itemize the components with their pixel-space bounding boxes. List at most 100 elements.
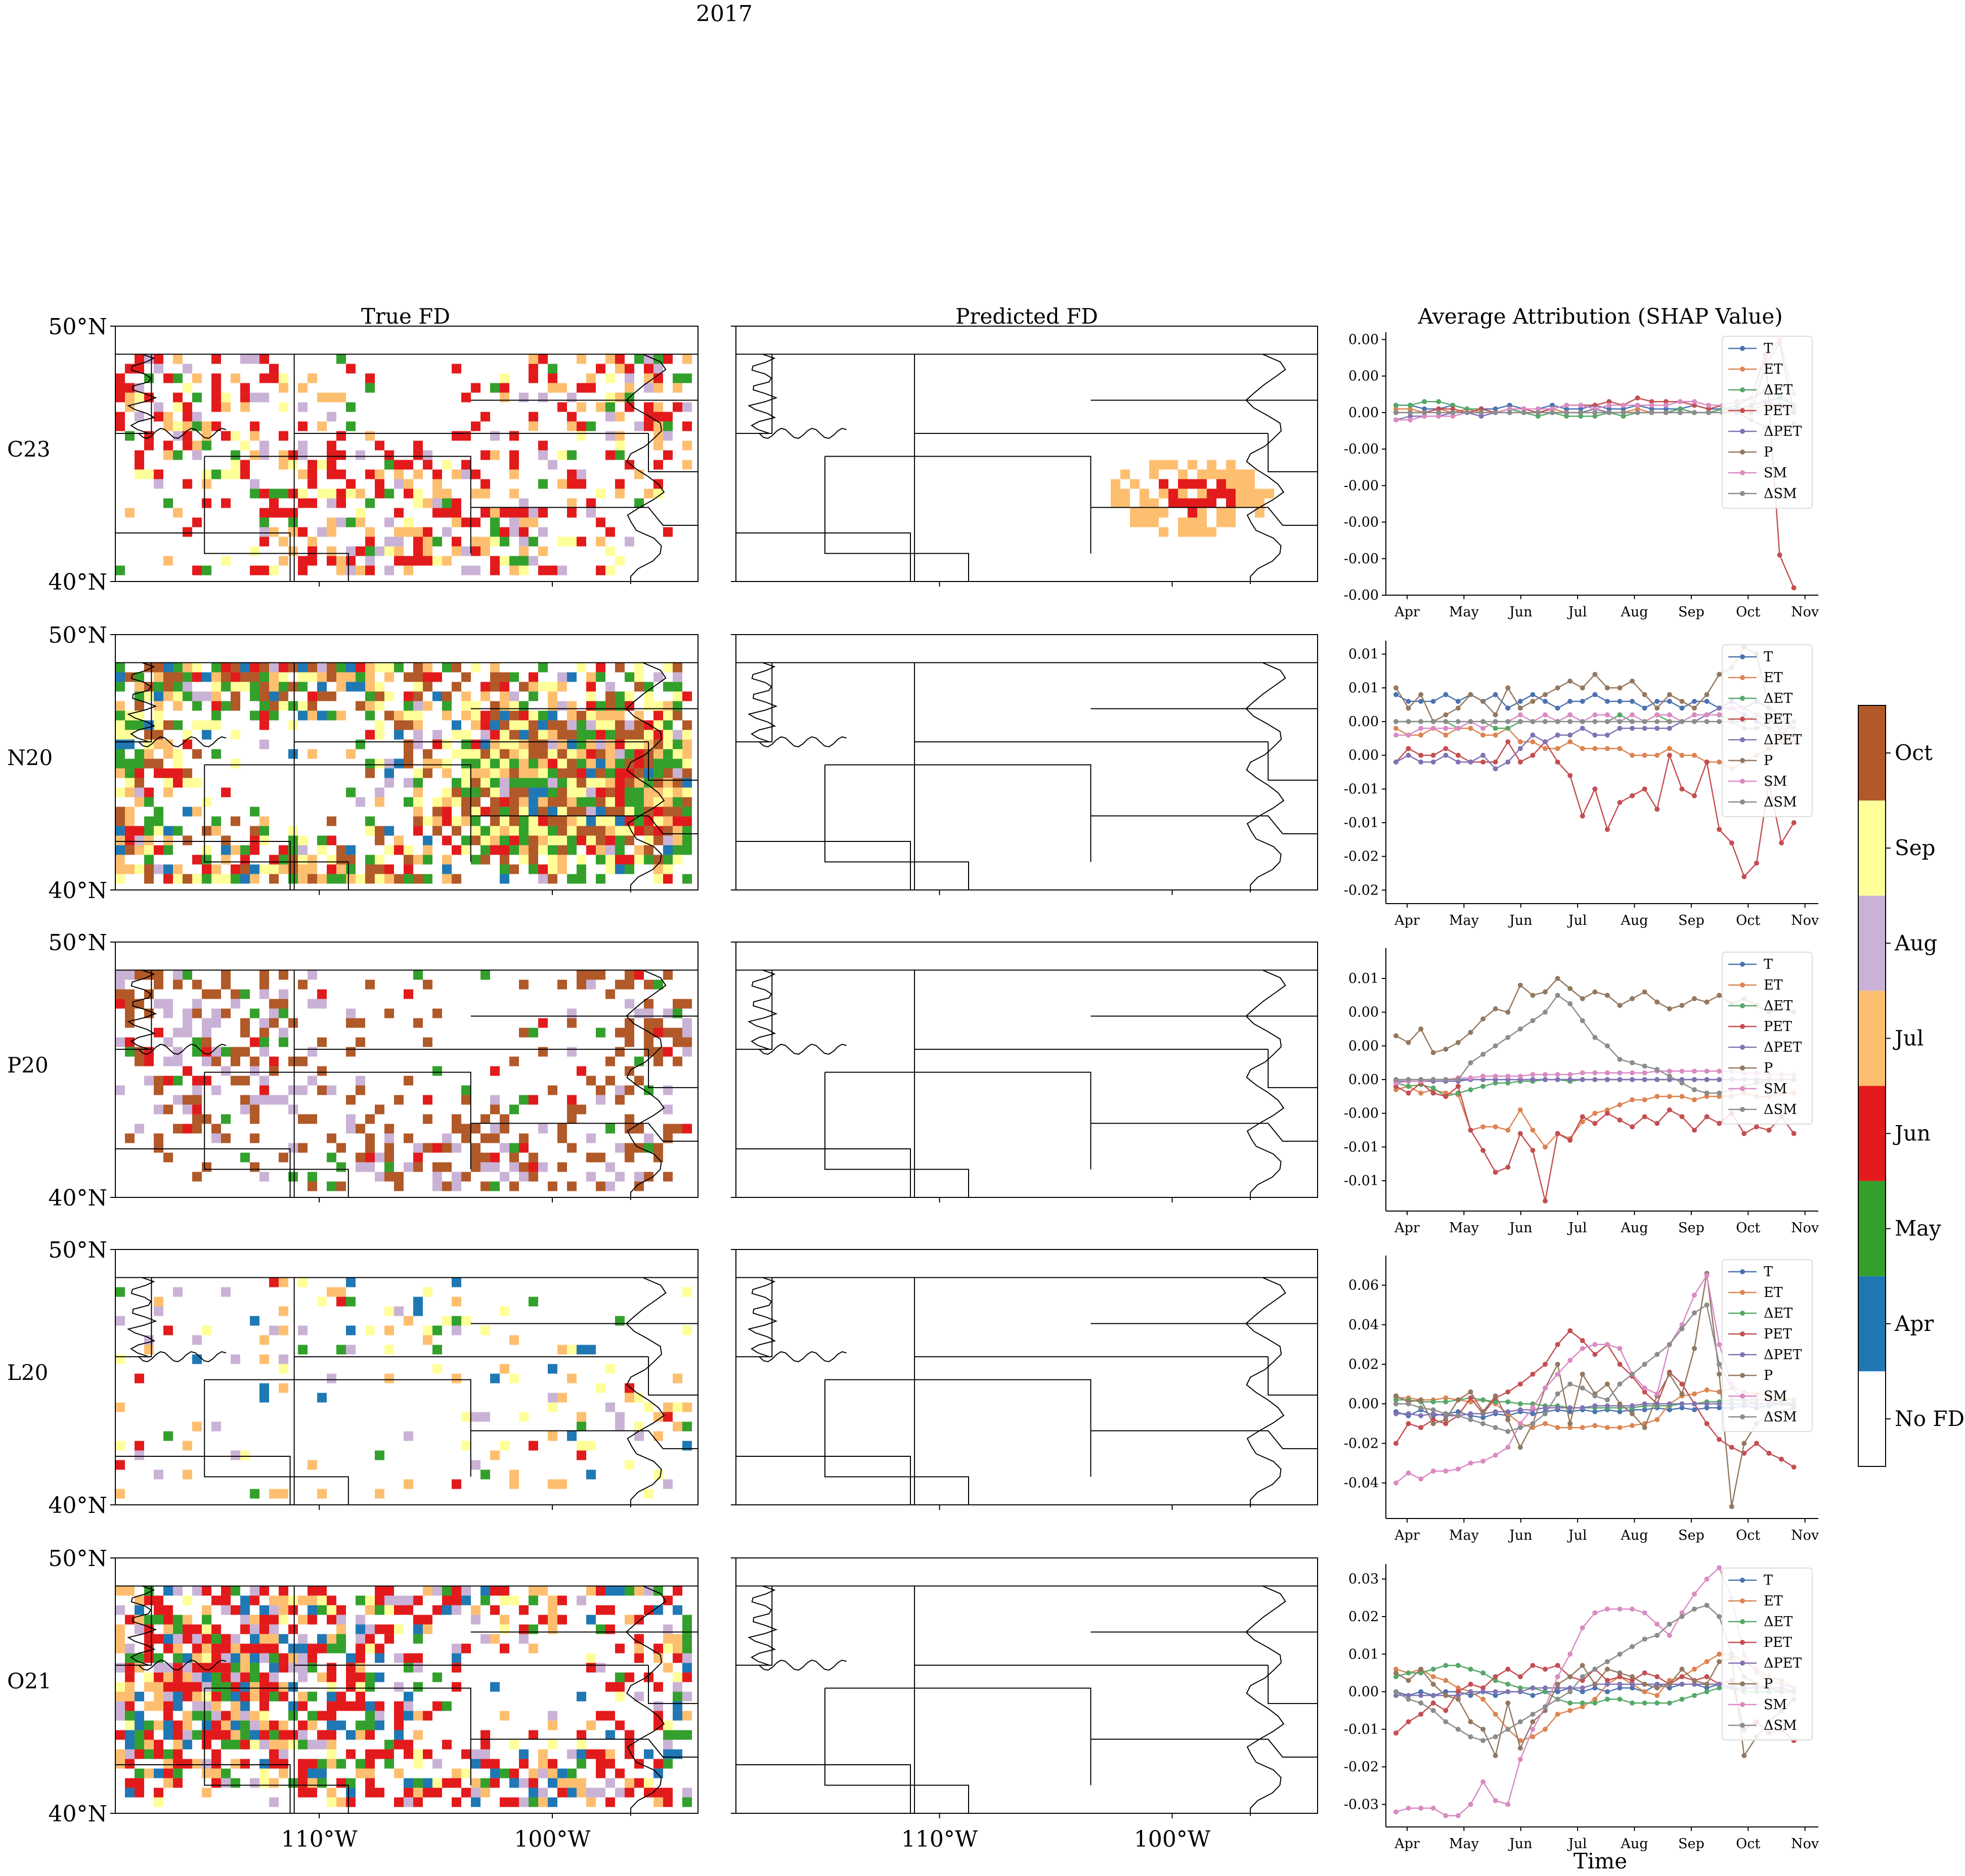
fd-cell [577,537,586,547]
fd-cell [615,701,625,711]
series-point [1741,1753,1747,1758]
fd-cell [327,1701,336,1711]
fd-cell [509,710,519,721]
fd-cell [163,1768,173,1778]
fd-cell [115,1489,125,1499]
series-point [1617,1118,1623,1123]
fd-cell [548,1085,557,1095]
series-point [1580,996,1585,1001]
fd-cell [308,1076,317,1086]
fd-cell [442,527,452,537]
fd-cell [250,672,259,682]
fd-cell [653,488,663,499]
fd-cell [163,864,173,874]
fd-cell [663,1402,673,1412]
fd-cell [557,797,567,807]
series-point [1507,410,1512,415]
fd-cell [577,1730,586,1740]
fd-cell [135,682,144,692]
fd-cell [250,1682,259,1692]
fd-cell [605,739,615,749]
fd-cell [548,730,557,740]
fd-cell [202,498,211,508]
fd-cell [548,1595,557,1605]
fd-cell [509,701,519,711]
fd-cell [163,373,173,383]
fd-cell [125,431,135,441]
series-point [1430,1050,1436,1055]
fd-cell [346,1730,356,1740]
fd-cell [461,730,471,740]
fd-cell [375,1788,384,1798]
series-point [1406,1470,1411,1476]
fd-cell [365,1595,375,1605]
fd-cell [644,720,653,730]
fd-cell [1178,479,1188,489]
series-point [1617,1362,1623,1367]
fd-cell [394,460,404,470]
series-point [1630,1423,1635,1428]
fd-cell [500,508,509,518]
fd-cell [250,826,259,836]
fd-cell [308,662,317,673]
fd-cell [452,730,461,740]
predicted-fd-map [731,326,1318,587]
series-point [1493,410,1498,415]
fd-cell [221,1711,231,1721]
series-point [1663,406,1669,412]
fd-cell [442,508,452,518]
fd-cell [605,1730,615,1740]
fd-cell [538,392,548,403]
fd-cell [308,460,317,470]
river-border [1245,969,1286,1200]
fd-cell [192,1634,202,1644]
fd-cell [653,835,663,845]
fd-cell [115,989,125,999]
fd-cell [586,421,596,431]
series-point [1517,982,1523,988]
fd-cell [557,787,567,797]
fd-cell [663,864,673,874]
fd-cell [125,672,135,682]
series-point [1542,1405,1548,1411]
fd-cell [423,1711,432,1721]
fd-cell [557,1124,567,1134]
fd-cell [596,565,605,575]
series-point [1555,976,1560,981]
fd-cell [250,807,259,817]
series-point [1530,1719,1536,1724]
fd-cell [346,479,356,489]
fd-cell [481,1586,490,1596]
series-point [1555,705,1560,711]
fd-cell [490,1162,500,1172]
fd-cell [615,730,625,740]
fd-cell [404,1316,413,1326]
map-frame [735,1557,1318,1814]
fd-cell [519,979,529,990]
fd-cell [682,826,692,836]
series-point [1592,1681,1598,1687]
fd-cell [471,807,481,817]
series-point [1505,719,1511,724]
fd-cell [125,807,135,817]
series-point [1604,1403,1610,1409]
fd-cell [644,979,653,990]
fd-cell [673,999,682,1009]
fd-cell [115,1037,125,1047]
legend-marker [1740,1661,1745,1666]
series-point [1393,1033,1399,1039]
series-point [1430,760,1436,765]
fd-cell [259,1701,269,1711]
fd-cell [365,373,375,383]
fd-cell [605,864,615,874]
fd-cell [259,1393,269,1403]
series-point [1667,1074,1672,1079]
fd-cell [529,1297,538,1307]
map-background [115,1249,698,1505]
fd-cell [442,835,452,845]
fd-cell [557,855,567,865]
fd-cell [557,730,567,740]
x-tick-label: Nov [1791,1220,1819,1236]
fd-cell [596,758,605,769]
fd-cell [577,749,586,759]
